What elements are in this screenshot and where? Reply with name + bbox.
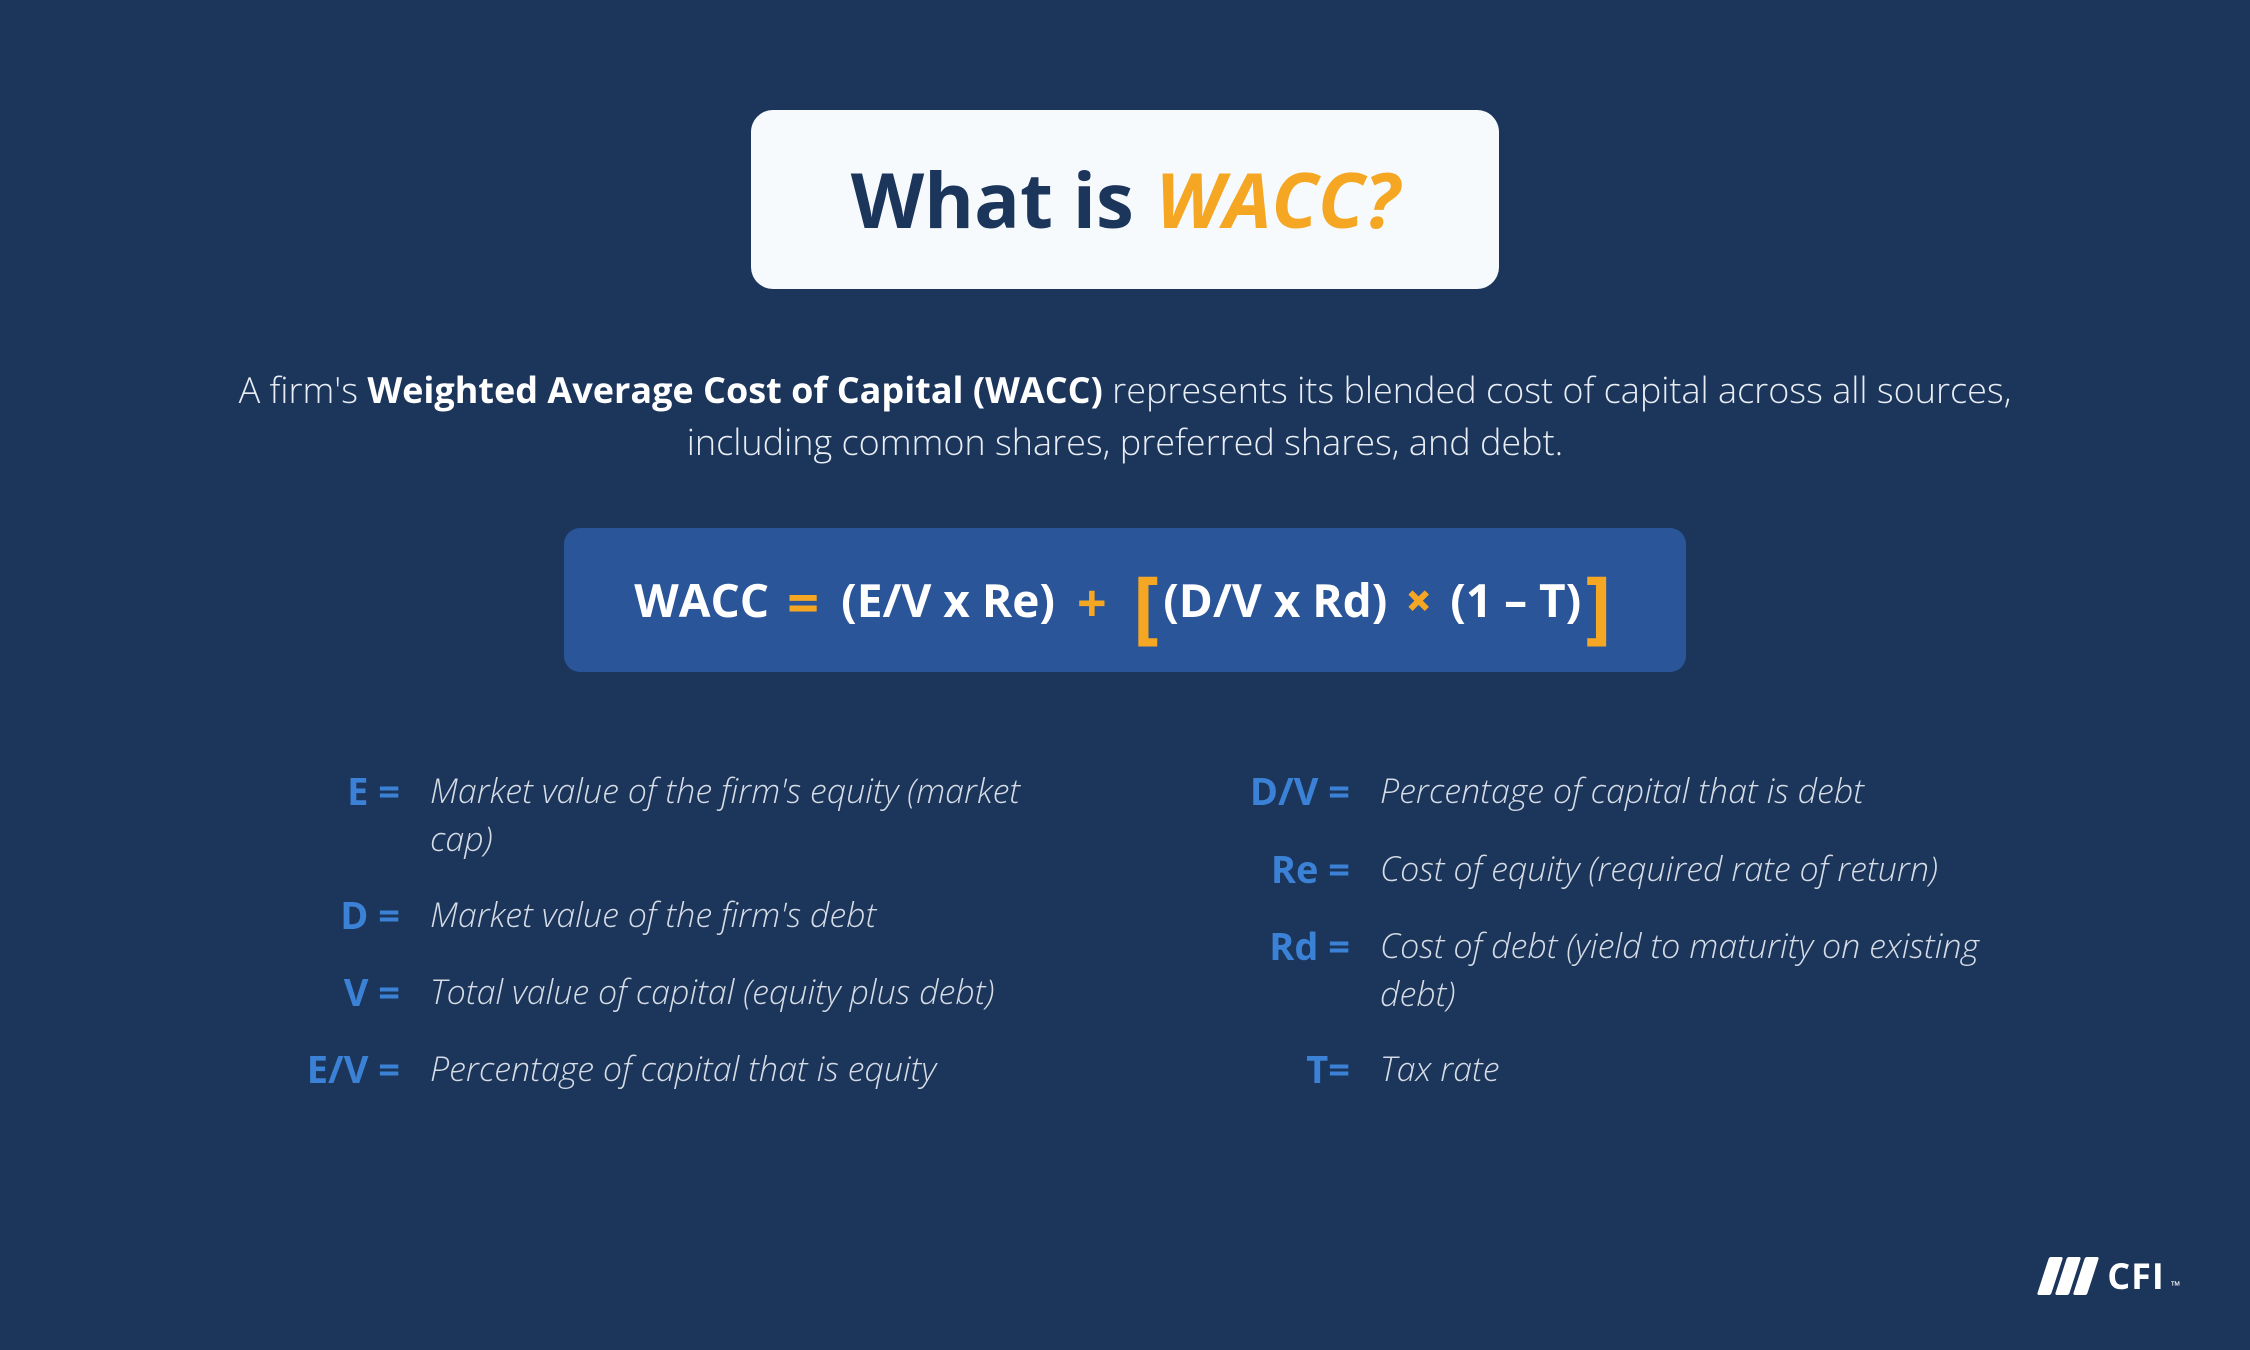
formula-plus: + — [1077, 567, 1107, 638]
def-symbol: Re = — [1180, 845, 1350, 894]
def-text: Market value of the firm's equity (marke… — [430, 767, 1050, 862]
description-text: A firm's Weighted Average Cost of Capita… — [235, 364, 2015, 468]
formula-term1: (E/V x Re) — [841, 569, 1055, 631]
definitions-left-column: E = Market value of the firm's equity (m… — [230, 767, 1050, 1094]
formula-equals: = — [787, 564, 819, 640]
def-symbol: D = — [230, 891, 400, 940]
def-symbol: V = — [230, 968, 400, 1017]
logo-bars-icon — [2043, 1257, 2093, 1295]
formula-term3: (1 – T) — [1450, 569, 1581, 631]
title-highlight: WACC? — [1156, 148, 1400, 251]
def-text: Total value of capital (equity plus debt… — [430, 968, 994, 1016]
def-symbol: D/V = — [1180, 767, 1350, 816]
def-symbol: E = — [230, 767, 400, 816]
logo-text: CFI — [2107, 1251, 2165, 1300]
def-text: Market value of the firm's debt — [430, 891, 876, 939]
formula-times: × — [1405, 569, 1432, 631]
desc-bold: Weighted Average Cost of Capital (WACC) — [367, 365, 1103, 414]
def-row: E = Market value of the firm's equity (m… — [230, 767, 1050, 862]
def-text: Percentage of capital that is equity — [430, 1045, 936, 1093]
def-text: Tax rate — [1380, 1045, 1500, 1093]
definitions-grid: E = Market value of the firm's equity (m… — [0, 767, 2250, 1094]
infographic-container: What is WACC? A firm's Weighted Average … — [0, 0, 2250, 1350]
title-pill: What is WACC? — [751, 110, 1500, 289]
def-text: Percentage of capital that is debt — [1380, 767, 1864, 815]
def-row: E/V = Percentage of capital that is equi… — [230, 1045, 1050, 1094]
title-prefix: What is — [851, 148, 1134, 251]
brand-logo: CFI ™ — [2043, 1251, 2180, 1300]
formula-label: WACC — [634, 569, 769, 631]
def-symbol: E/V = — [230, 1045, 400, 1094]
logo-tm: ™ — [2171, 1277, 2180, 1294]
formula-bar: WACC = (E/V x Re) + [ (D/V x Rd) × (1 – … — [564, 528, 1686, 672]
formula-term2: (D/V x Rd) — [1163, 569, 1387, 631]
def-symbol: Rd = — [1180, 922, 1350, 971]
def-row: V = Total value of capital (equity plus … — [230, 968, 1050, 1017]
desc-pre: A firm's — [239, 365, 368, 414]
def-row: D/V = Percentage of capital that is debt — [1180, 767, 2000, 816]
def-row: Re = Cost of equity (required rate of re… — [1180, 845, 2000, 894]
def-row: Rd = Cost of debt (yield to maturity on … — [1180, 922, 2000, 1017]
definitions-right-column: D/V = Percentage of capital that is debt… — [1180, 767, 2000, 1094]
def-symbol: T= — [1180, 1045, 1350, 1094]
def-row: D = Market value of the firm's debt — [230, 891, 1050, 940]
def-text: Cost of equity (required rate of return) — [1380, 845, 1938, 893]
def-text: Cost of debt (yield to maturity on exist… — [1380, 922, 2000, 1017]
def-row: T= Tax rate — [1180, 1045, 2000, 1094]
